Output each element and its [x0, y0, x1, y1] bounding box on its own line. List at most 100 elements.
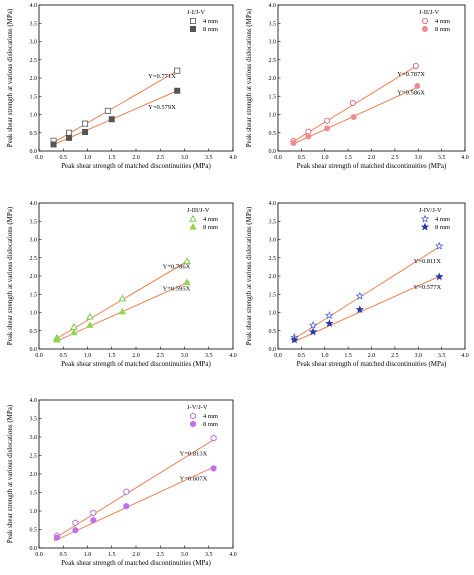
chart-panel-1: 0.0 0.5 1.0 1.5 2.0 2.5 3.0 3.5 4.0 0.0 0.5 1.0 1.5 2…	[6, 3, 237, 170]
data-point	[412, 62, 419, 69]
fit-equation-label: Y=0.786X	[163, 264, 191, 271]
y-axis-label: Peak shear strength at various dislocati…	[6, 404, 14, 543]
legend-label: 8 mm	[203, 224, 218, 231]
x-tick-label: 2.0	[132, 353, 140, 359]
data-point	[325, 319, 334, 327]
x-tick-label: 4.0	[229, 155, 237, 161]
legend-title: J-II/J-V	[419, 9, 440, 16]
data-point	[123, 502, 130, 510]
y-tick-label: 3.5	[30, 417, 38, 423]
data-point	[305, 133, 312, 140]
y-tick-label: 3.5	[30, 219, 38, 225]
y-tick-label: 1.5	[269, 94, 277, 100]
legend-label: 4 mm	[435, 216, 450, 223]
y-tick-label: 0.0	[269, 347, 277, 353]
x-tick-label: 2.5	[157, 353, 165, 359]
fit-line	[53, 69, 180, 143]
chart-panel-2: 0.0 0.5 1.0 1.5 2.0 2.5 3.0 3.5 4.0 0.0 0.5 1.0 1.5 2…	[245, 3, 469, 170]
y-tick-label: 1.0	[30, 509, 38, 515]
y-tick-label: 2.5	[269, 58, 277, 64]
y-tick-label: 2.0	[30, 76, 38, 82]
data-point	[50, 141, 57, 148]
x-tick-label: 2.5	[391, 155, 399, 161]
data-point	[435, 241, 444, 250]
data-point	[308, 327, 318, 336]
y-tick-label: 3.0	[30, 238, 38, 244]
data-point	[183, 278, 191, 286]
x-tick-label: 3.5	[205, 155, 213, 161]
y-axis-label: Peak shear strength at various dislocati…	[6, 206, 14, 345]
x-tick-label: 0.0	[35, 155, 43, 161]
x-tick-label: 1.0	[84, 353, 92, 359]
data-point	[174, 87, 181, 94]
x-tick-label: 3.5	[205, 552, 213, 558]
fit-line	[53, 89, 180, 146]
x-tick-label: 2.0	[132, 155, 140, 161]
fit-equation-label: Y=0.811X	[414, 258, 442, 265]
fit-equation-label: Y=0.579X	[148, 104, 176, 111]
legend-marker	[421, 25, 428, 32]
x-tick-label: 1.5	[344, 353, 352, 359]
y-tick-label: 0.0	[30, 149, 38, 155]
legend-title: J-V/J-V	[187, 404, 208, 411]
legend-marker	[189, 214, 197, 222]
x-tick-label: 3.0	[181, 155, 189, 161]
x-tick-label: 0.0	[35, 353, 43, 359]
data-point	[210, 434, 217, 442]
x-tick-label: 4.0	[229, 552, 237, 558]
x-tick-label: 2.0	[368, 155, 376, 161]
y-tick-label: 2.0	[30, 274, 38, 280]
x-tick-label: 2.5	[391, 353, 399, 359]
data-point	[325, 311, 334, 319]
x-axis-label: Peak shear strength of matched discontin…	[297, 162, 447, 170]
x-tick-label: 3.0	[181, 353, 189, 359]
y-tick-label: 4.0	[269, 201, 277, 207]
y-tick-label: 2.5	[30, 58, 38, 64]
data-point	[86, 312, 94, 320]
y-tick-label: 1.0	[269, 311, 277, 317]
x-axis-label: Peak shear strength of matched discontin…	[61, 162, 211, 170]
y-tick-label: 1.0	[30, 113, 38, 119]
legend-marker	[421, 17, 428, 24]
x-tick-label: 0.5	[298, 353, 306, 359]
y-tick-label: 0.0	[30, 546, 38, 552]
data-point	[72, 519, 79, 527]
x-tick-label: 1.0	[321, 353, 329, 359]
data-point	[174, 67, 181, 74]
x-axis-label: Peak shear strength of matched discontin…	[61, 360, 211, 368]
y-tick-label: 2.5	[30, 454, 38, 460]
y-tick-label: 1.5	[30, 94, 38, 100]
fit-line	[53, 437, 217, 540]
fit-equation-label: Y=0.586X	[397, 89, 425, 96]
fit-line	[53, 465, 217, 542]
y-tick-label: 2.5	[269, 256, 277, 262]
data-point	[82, 120, 89, 127]
y-tick-label: 4.0	[30, 3, 38, 9]
x-tick-label: 3.5	[205, 353, 213, 359]
x-tick-label: 2.0	[132, 552, 140, 558]
x-tick-label: 4.0	[461, 155, 469, 161]
y-tick-label: 0.0	[30, 347, 38, 353]
fit-equation-label: Y=0.813X	[180, 451, 208, 458]
data-point	[90, 509, 97, 517]
fit-equation-label: Y=0.787X	[397, 71, 425, 78]
y-tick-label: 1.5	[30, 292, 38, 298]
y-tick-label: 4.0	[30, 201, 38, 207]
y-tick-label: 0.5	[269, 329, 277, 335]
y-tick-label: 0.5	[30, 131, 38, 137]
y-tick-label: 1.0	[30, 311, 38, 317]
fit-line	[291, 245, 442, 341]
data-point	[54, 534, 60, 542]
x-tick-label: 4.0	[461, 353, 469, 359]
data-point	[90, 516, 97, 524]
legend-marker	[420, 214, 430, 223]
data-point	[70, 328, 78, 336]
x-tick-label: 2.5	[157, 552, 165, 558]
legend-label: 4 mm	[435, 18, 450, 25]
data-point	[183, 257, 191, 265]
legend-title: J-I/J-V	[187, 9, 205, 16]
legend-title: J-III/J-V	[187, 207, 210, 214]
y-tick-label: 1.5	[269, 292, 277, 298]
data-point	[53, 335, 61, 343]
